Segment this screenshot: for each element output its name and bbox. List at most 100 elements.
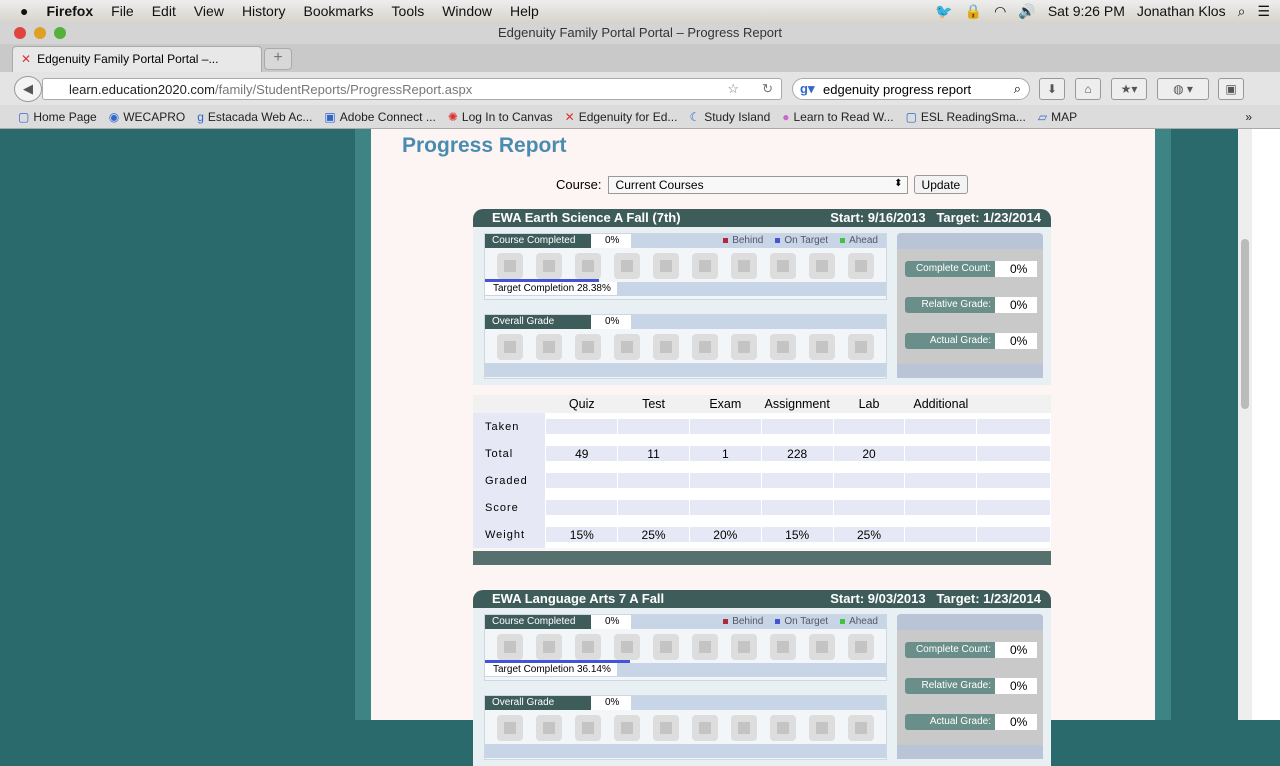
bookmark-study-island[interactable]: ☾ Study Island xyxy=(689,109,771,124)
course-start: Start: 9/03/2013 xyxy=(830,591,926,606)
course-completed-value: 0% xyxy=(591,234,631,248)
menu-window[interactable]: Window xyxy=(442,3,493,19)
table-cell xyxy=(904,467,978,494)
url-path: /family/StudentReports/ProgressReport.as… xyxy=(215,82,473,97)
unit-box xyxy=(536,253,562,279)
unit-box xyxy=(614,715,640,741)
twitter-icon[interactable]: 🐦 xyxy=(935,2,953,19)
overall-grade-label: Overall Grade xyxy=(485,315,591,329)
menu-view[interactable]: View xyxy=(193,3,224,19)
table-cell xyxy=(904,413,978,440)
relative-grade-label: Relative Grade: xyxy=(905,678,995,694)
reload-icon[interactable]: ↻ xyxy=(762,81,773,96)
menu-app[interactable]: Firefox xyxy=(46,3,94,19)
course-completed-value: 0% xyxy=(591,615,631,629)
home-button[interactable]: ⌂ xyxy=(1075,78,1101,100)
course-select[interactable]: Current Courses xyxy=(607,175,908,194)
bookmarks-overflow-icon[interactable]: » xyxy=(1245,109,1252,124)
star-icon[interactable]: ☆ xyxy=(727,81,739,96)
lock-icon[interactable]: 🔒 xyxy=(964,2,983,19)
course-header: EWA Earth Science A Fall (7th) Start: 9/1… xyxy=(473,209,1051,227)
unit-box xyxy=(848,634,874,660)
minimize-window-button[interactable] xyxy=(34,27,46,39)
table-cell xyxy=(904,440,978,467)
unit-box xyxy=(575,715,601,741)
unit-box xyxy=(731,634,757,660)
actual-grade-value: 0% xyxy=(995,714,1037,730)
main-panel: Progress Report Course: Current Courses … xyxy=(371,129,1155,766)
back-button[interactable]: ◀ xyxy=(14,76,42,102)
new-tab-button[interactable]: + xyxy=(264,48,292,70)
spotlight-icon[interactable]: ⌕ xyxy=(1237,2,1246,19)
unit-box xyxy=(497,715,523,741)
list-icon[interactable]: ☰ xyxy=(1257,2,1270,19)
column-header: Lab xyxy=(833,395,905,413)
course-selector-row: Course: Current Courses Update xyxy=(556,175,969,194)
bookmark-edgenuity[interactable]: ✕ Edgenuity for Ed... xyxy=(564,109,678,124)
unit-box xyxy=(575,634,601,660)
unit-box xyxy=(653,253,679,279)
scrollbar-thumb[interactable] xyxy=(1241,239,1249,409)
unit-box xyxy=(536,334,562,360)
target-completion-value: 28.38% xyxy=(576,283,611,294)
target-completion-label: Target Completion xyxy=(493,664,575,675)
window-edge xyxy=(1252,129,1280,720)
menu-file[interactable]: File xyxy=(111,3,134,19)
scrollbar[interactable] xyxy=(1238,129,1252,720)
bookmark-adobe-connect[interactable]: ▣ Adobe Connect ... xyxy=(324,109,436,124)
zoom-window-button[interactable] xyxy=(54,27,66,39)
bookmark-home-page[interactable]: ▢ Home Page xyxy=(18,109,97,124)
search-input[interactable]: g▾ edgenuity progress report ⌕ xyxy=(792,78,1030,100)
evernote-button[interactable]: ▣ xyxy=(1218,78,1244,100)
unit-box xyxy=(848,253,874,279)
course-card: EWA Earth Science A Fall (7th) Start: 9/1… xyxy=(473,209,1051,565)
bookmark-learn-to-read[interactable]: ● Learn to Read W... xyxy=(782,109,894,124)
nav-toolbar: learn.education2020.com/family/StudentRe… xyxy=(0,72,1280,105)
close-window-button[interactable] xyxy=(14,27,26,39)
menu-tools[interactable]: Tools xyxy=(391,3,425,19)
table-cell xyxy=(689,413,762,440)
overall-grade-label: Overall Grade xyxy=(485,696,591,710)
menu-history[interactable]: History xyxy=(241,3,286,19)
unit-box xyxy=(809,634,835,660)
edgenuity-icon: ✕ xyxy=(21,52,32,66)
search-icon[interactable]: ⌕ xyxy=(1013,81,1021,96)
unit-box xyxy=(575,334,601,360)
overall-grade-value: 0% xyxy=(591,696,631,710)
google-icon[interactable]: g▾ xyxy=(800,81,815,96)
unit-box xyxy=(497,634,523,660)
unit-box xyxy=(536,715,562,741)
table-cell xyxy=(545,413,619,440)
table-cell xyxy=(689,494,762,521)
volume-icon[interactable]: 🔊 xyxy=(1018,2,1036,19)
table-cell: Graded xyxy=(473,467,547,494)
table-cell: 20% xyxy=(689,521,762,548)
menu-edit[interactable]: Edit xyxy=(151,3,176,19)
bookmark-estacada[interactable]: g Estacada Web Ac... xyxy=(197,109,313,124)
complete-count-value: 0% xyxy=(995,261,1037,277)
update-button[interactable]: Update xyxy=(913,175,969,194)
table-row: Score xyxy=(473,494,1051,521)
legend: Behind On Target Ahead xyxy=(723,234,878,248)
bookmark-wecapro[interactable]: ◉ WECAPRO xyxy=(108,109,186,124)
bookmark-esl[interactable]: ▢ ESL ReadingSma... xyxy=(905,109,1026,124)
page-title: Progress Report xyxy=(402,134,567,157)
tab-active[interactable]: ✕ Edgenuity Family Portal Portal –... xyxy=(12,46,262,72)
clock[interactable]: Sat 9:26 PM xyxy=(1047,3,1125,19)
url-bar[interactable]: learn.education2020.com/family/StudentRe… xyxy=(42,78,782,100)
wifi-icon[interactable]: ◠ xyxy=(994,2,1007,19)
addon-button[interactable]: ◍ ▾ xyxy=(1157,78,1209,100)
mac-menubar: ● Firefox File Edit View History Bookmar… xyxy=(0,0,1280,22)
apple-icon[interactable]: ● xyxy=(20,3,29,19)
course-name: EWA Earth Science A Fall (7th) xyxy=(492,210,681,225)
menu-bookmarks[interactable]: Bookmarks xyxy=(303,3,374,19)
user-name[interactable]: Jonathan Klos xyxy=(1136,3,1226,19)
bookmark-map[interactable]: ▱ MAP xyxy=(1037,109,1078,124)
downloads-button[interactable]: ⬇ xyxy=(1039,78,1065,100)
bookmark-canvas[interactable]: ✺ Log In to Canvas xyxy=(447,109,553,124)
adobe-icon: ▣ xyxy=(324,109,336,124)
column-header: Test xyxy=(617,395,690,413)
menu-help[interactable]: Help xyxy=(510,3,539,19)
unit-box xyxy=(692,253,718,279)
bookmarks-button[interactable]: ★▾ xyxy=(1111,78,1147,100)
